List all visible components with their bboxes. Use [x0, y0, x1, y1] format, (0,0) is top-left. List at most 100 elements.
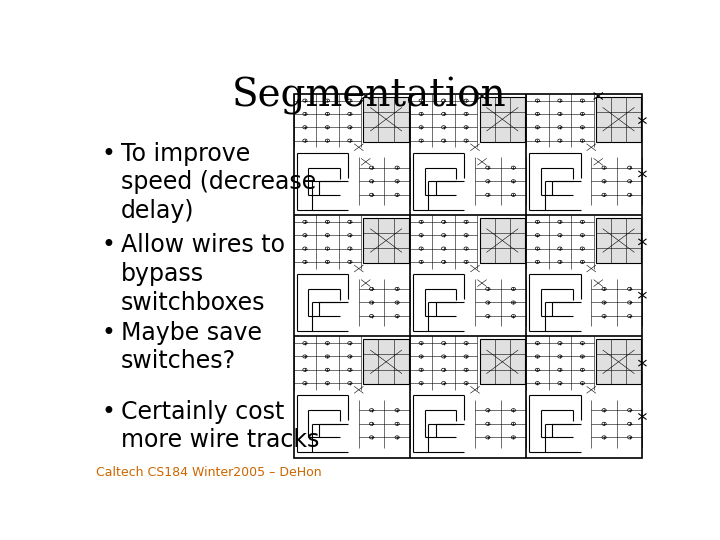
Circle shape [511, 180, 516, 183]
Circle shape [441, 220, 446, 224]
Circle shape [395, 301, 399, 304]
Circle shape [580, 139, 585, 142]
Circle shape [628, 301, 631, 304]
Circle shape [303, 99, 307, 102]
Circle shape [303, 342, 307, 345]
Circle shape [303, 139, 307, 142]
Circle shape [325, 220, 330, 224]
Circle shape [511, 436, 516, 439]
Circle shape [348, 234, 352, 237]
Circle shape [419, 260, 423, 264]
Circle shape [303, 260, 307, 264]
Circle shape [464, 234, 468, 237]
Circle shape [419, 382, 423, 384]
Circle shape [325, 234, 330, 237]
Circle shape [464, 247, 468, 250]
Circle shape [369, 180, 374, 183]
Circle shape [441, 247, 446, 250]
Circle shape [369, 436, 374, 439]
Circle shape [441, 126, 446, 129]
Circle shape [395, 287, 399, 291]
Text: •: • [101, 233, 115, 257]
Circle shape [558, 355, 562, 358]
Circle shape [441, 382, 446, 384]
Circle shape [511, 314, 516, 318]
Circle shape [369, 166, 374, 169]
Circle shape [580, 368, 585, 372]
Circle shape [628, 422, 631, 426]
Circle shape [486, 287, 490, 291]
Circle shape [369, 193, 374, 197]
Circle shape [395, 422, 399, 426]
Circle shape [303, 220, 307, 224]
Circle shape [464, 342, 468, 345]
Bar [596, 97, 642, 142]
Circle shape [486, 314, 490, 318]
Bar [480, 97, 525, 142]
Text: Segmentation: Segmentation [232, 77, 506, 115]
Circle shape [602, 436, 606, 439]
Bar [596, 339, 642, 384]
Circle shape [369, 409, 374, 412]
Circle shape [419, 355, 423, 358]
Circle shape [441, 368, 446, 372]
Circle shape [325, 368, 330, 372]
Circle shape [628, 314, 631, 318]
Circle shape [580, 382, 585, 384]
Circle shape [303, 368, 307, 372]
Circle shape [535, 247, 539, 250]
Circle shape [348, 342, 352, 345]
Circle shape [348, 112, 352, 116]
Circle shape [486, 301, 490, 304]
Circle shape [303, 247, 307, 250]
Circle shape [348, 355, 352, 358]
Circle shape [441, 99, 446, 102]
Circle shape [580, 99, 585, 102]
Circle shape [558, 382, 562, 384]
Circle shape [580, 247, 585, 250]
Circle shape [580, 112, 585, 116]
Circle shape [558, 99, 562, 102]
Circle shape [535, 260, 539, 264]
Text: Maybe save
switches?: Maybe save switches? [121, 321, 261, 373]
Circle shape [325, 247, 330, 250]
Circle shape [558, 220, 562, 224]
Circle shape [602, 193, 606, 197]
Circle shape [325, 382, 330, 384]
Circle shape [580, 220, 585, 224]
Circle shape [535, 355, 539, 358]
Circle shape [628, 287, 631, 291]
Circle shape [369, 314, 374, 318]
Circle shape [303, 355, 307, 358]
Circle shape [511, 422, 516, 426]
Circle shape [535, 342, 539, 345]
Circle shape [558, 139, 562, 142]
Circle shape [558, 126, 562, 129]
Circle shape [303, 234, 307, 237]
Circle shape [348, 126, 352, 129]
Text: •: • [101, 321, 115, 345]
Circle shape [628, 193, 631, 197]
Circle shape [464, 220, 468, 224]
Circle shape [419, 126, 423, 129]
Bar [596, 218, 642, 263]
Circle shape [602, 166, 606, 169]
Circle shape [580, 355, 585, 358]
Circle shape [602, 422, 606, 426]
Circle shape [419, 99, 423, 102]
Circle shape [602, 287, 606, 291]
Circle shape [441, 260, 446, 264]
Circle shape [486, 409, 490, 412]
Circle shape [511, 166, 516, 169]
Circle shape [348, 99, 352, 102]
Circle shape [303, 126, 307, 129]
Circle shape [464, 126, 468, 129]
Circle shape [580, 234, 585, 237]
Circle shape [464, 112, 468, 116]
Text: Certainly cost
more wire tracks: Certainly cost more wire tracks [121, 400, 319, 453]
Circle shape [303, 112, 307, 116]
Circle shape [441, 234, 446, 237]
Circle shape [419, 139, 423, 142]
Circle shape [535, 368, 539, 372]
Circle shape [419, 234, 423, 237]
